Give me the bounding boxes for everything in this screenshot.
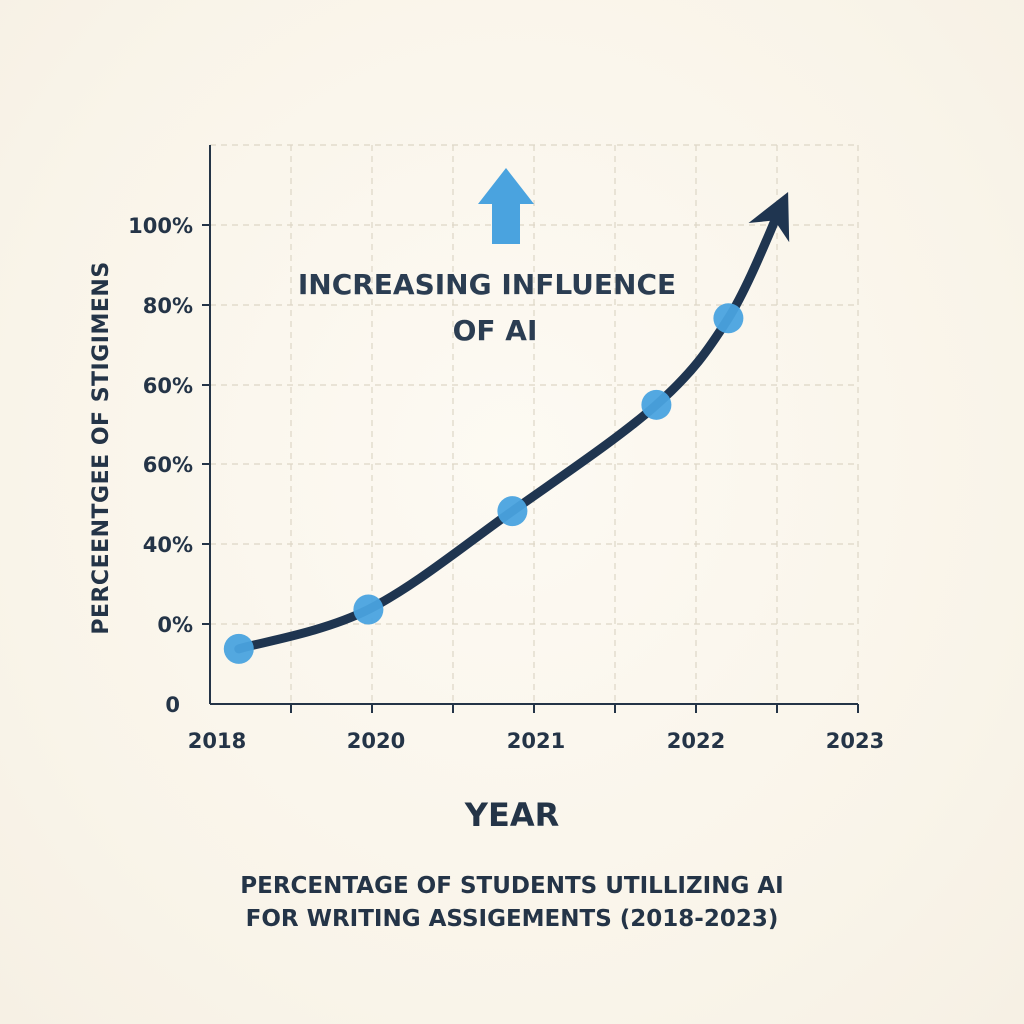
x-tick-label: 2018 xyxy=(188,729,246,753)
annotation: INCREASING INFLUENCE OF AI xyxy=(298,168,676,347)
data-point xyxy=(353,594,384,625)
annotation-line-2: OF AI xyxy=(453,314,538,347)
x-tick-label: 2023 xyxy=(826,729,884,753)
y-tick-label: 40% xyxy=(143,533,193,557)
data-points xyxy=(223,303,744,664)
y-tick-labels: 0 0% 40% 60% 60% 80% 100% xyxy=(128,214,193,717)
data-point xyxy=(497,496,528,527)
x-tick-label: 2022 xyxy=(667,729,725,753)
up-arrow-icon xyxy=(478,168,534,244)
data-point xyxy=(223,633,254,664)
chart-title-line-2: FOR WRITING ASSIGEMENTS (2018-2023) xyxy=(245,906,779,932)
x-tick-labels: 2018 2020 2021 2022 2023 xyxy=(188,729,884,753)
y-tick-label: 0% xyxy=(157,613,193,637)
y-tick-label: 60% xyxy=(143,453,193,477)
annotation-line-1: INCREASING INFLUENCE xyxy=(298,268,676,301)
y-tick-label: 60% xyxy=(143,374,193,398)
y-axis-label: PERCEENTGEE OF STIGIMENS xyxy=(89,261,114,634)
x-tick-label: 2020 xyxy=(347,729,405,753)
x-axis-label: YEAR xyxy=(464,796,560,834)
y-tick-label: 100% xyxy=(128,214,193,238)
y-tick-label: 0 xyxy=(165,693,180,717)
grid xyxy=(210,144,859,704)
data-point xyxy=(641,389,672,420)
x-tick-label: 2021 xyxy=(507,729,565,753)
axes xyxy=(202,145,859,713)
y-tick-label: 80% xyxy=(143,294,193,318)
chart-title: PERCENTAGE OF STUDENTS UTILLIZING AI FOR… xyxy=(0,870,1024,936)
chart-title-line-1: PERCENTAGE OF STUDENTS UTILLIZING AI xyxy=(240,873,784,899)
data-point xyxy=(713,303,744,334)
